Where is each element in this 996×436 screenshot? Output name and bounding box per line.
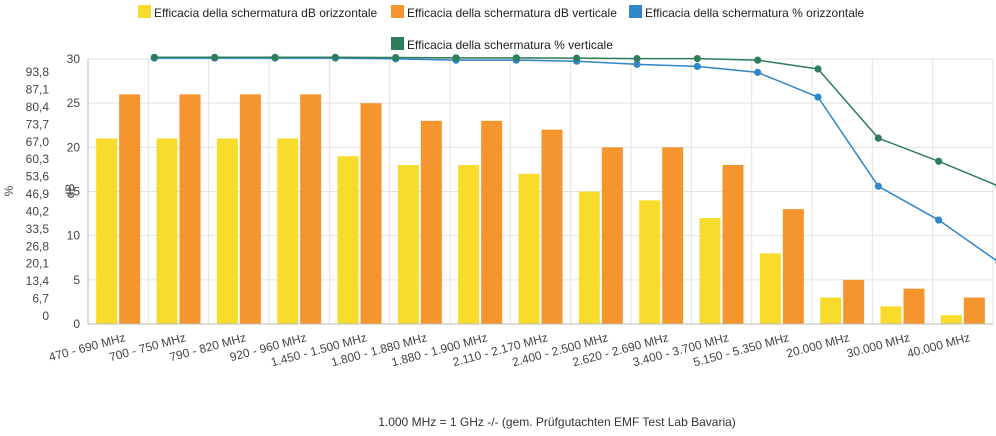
point-percent-vertical [573,54,581,62]
legend-swatch [138,5,151,18]
y-tick-label-percent: 33,5 [26,222,50,236]
y-tick-label-percent: 73,7 [26,117,50,131]
y-tick-label-percent: 46,9 [26,187,50,201]
bar-db-vertical [360,103,382,325]
chart-legend: Efficacia della schermatura dB orizzonta… [138,5,865,52]
y-tick-label-db: 0 [73,317,80,331]
point-percent-horizontal [935,216,943,224]
chart-footnote: 1.000 MHz = 1 GHz -/- (gem. Prüfgutachte… [378,415,736,429]
y-tick-label-percent: 87,1 [26,83,50,97]
bar-db-vertical [179,94,201,324]
y-tick-label-percent: 67,0 [26,135,50,149]
bar-db-horizontal [458,165,480,324]
bar-db-horizontal [277,138,299,324]
bar-db-vertical [843,279,865,324]
point-percent-vertical [935,157,943,165]
bar-db-horizontal [699,218,721,324]
legend-swatch [391,5,404,18]
y-axis-title-percent: % [2,185,16,196]
bar-db-horizontal [820,297,842,324]
point-percent-vertical [392,53,400,62]
y-tick-label-percent: 60,3 [26,152,50,166]
bar-db-horizontal [880,306,902,324]
bar-db-vertical [541,129,563,324]
chart-lines [150,53,996,265]
bar-db-vertical [119,94,141,324]
y-axis-title-db: dB [63,184,77,199]
point-percent-vertical [814,65,822,73]
point-percent-vertical [693,55,701,63]
point-percent-vertical [633,55,641,63]
legend-label: Efficacia della schermatura dB verticale [407,6,617,20]
y-tick-label-db: 30 [67,52,81,66]
y-tick-label-percent: 6,7 [32,292,49,306]
y-tick-label-percent: 0 [42,309,49,323]
y-tick-label-percent: 53,6 [26,170,50,184]
y-tick-label-percent: 20,1 [26,257,50,271]
bar-db-horizontal [337,156,359,324]
bar-db-horizontal [156,138,178,324]
bar-db-vertical [963,297,985,324]
bar-db-horizontal [96,138,118,324]
bar-db-vertical [601,147,623,324]
bar-db-vertical [782,209,804,324]
legend-label: Efficacia della schermatura % orizzontal… [645,6,865,20]
bar-db-vertical [239,94,261,324]
y-tick-label-percent: 40,2 [26,204,50,218]
point-percent-horizontal [874,182,882,190]
point-percent-vertical [452,54,460,62]
point-percent-vertical [754,56,762,64]
legend-swatch [391,37,404,50]
x-tick-label: 40.000 MHz [905,330,971,360]
point-percent-vertical [331,53,339,61]
point-percent-horizontal [814,93,822,101]
bar-db-horizontal [759,253,781,324]
y-tick-label-percent: 26,8 [26,239,50,253]
legend-label: Efficacia della schermatura dB orizzonta… [154,6,378,20]
bar-db-horizontal [518,173,540,324]
bar-db-vertical [300,94,322,324]
y-tick-label-percent: 80,4 [26,100,50,114]
point-percent-horizontal [693,62,701,70]
legend-label: Efficacia della schermatura % verticale [407,38,613,52]
point-percent-vertical [512,54,520,62]
point-percent-vertical [874,134,882,142]
y-tick-label-percent: 93,8 [26,65,50,79]
y-tick-label-db: 10 [67,229,81,243]
bar-db-horizontal [397,165,419,324]
point-percent-vertical [271,53,279,61]
bar-db-vertical [420,120,442,324]
bar-db-horizontal [216,138,238,324]
bar-db-vertical [722,165,744,324]
x-tick-label: 20.000 MHz [785,330,851,360]
y-tick-label-db: 25 [67,96,81,110]
bar-db-horizontal [940,315,962,324]
y-tick-label-db: 15 [67,185,81,199]
point-percent-vertical [211,53,219,61]
point-percent-horizontal [754,68,762,76]
bar-db-vertical [903,288,925,324]
legend-swatch [629,5,642,18]
bar-db-vertical [662,147,684,324]
chart-bars [96,94,985,325]
bar-db-horizontal [578,191,600,324]
y-tick-label-db: 5 [73,273,80,287]
bar-db-vertical [481,120,503,324]
y-tick-label-percent: 13,4 [26,274,50,288]
x-tick-label: 30.000 MHz [845,330,911,360]
bar-db-horizontal [639,200,661,324]
point-percent-vertical [150,53,158,61]
point-percent-horizontal [633,60,641,68]
y-tick-label-db: 20 [67,140,81,154]
